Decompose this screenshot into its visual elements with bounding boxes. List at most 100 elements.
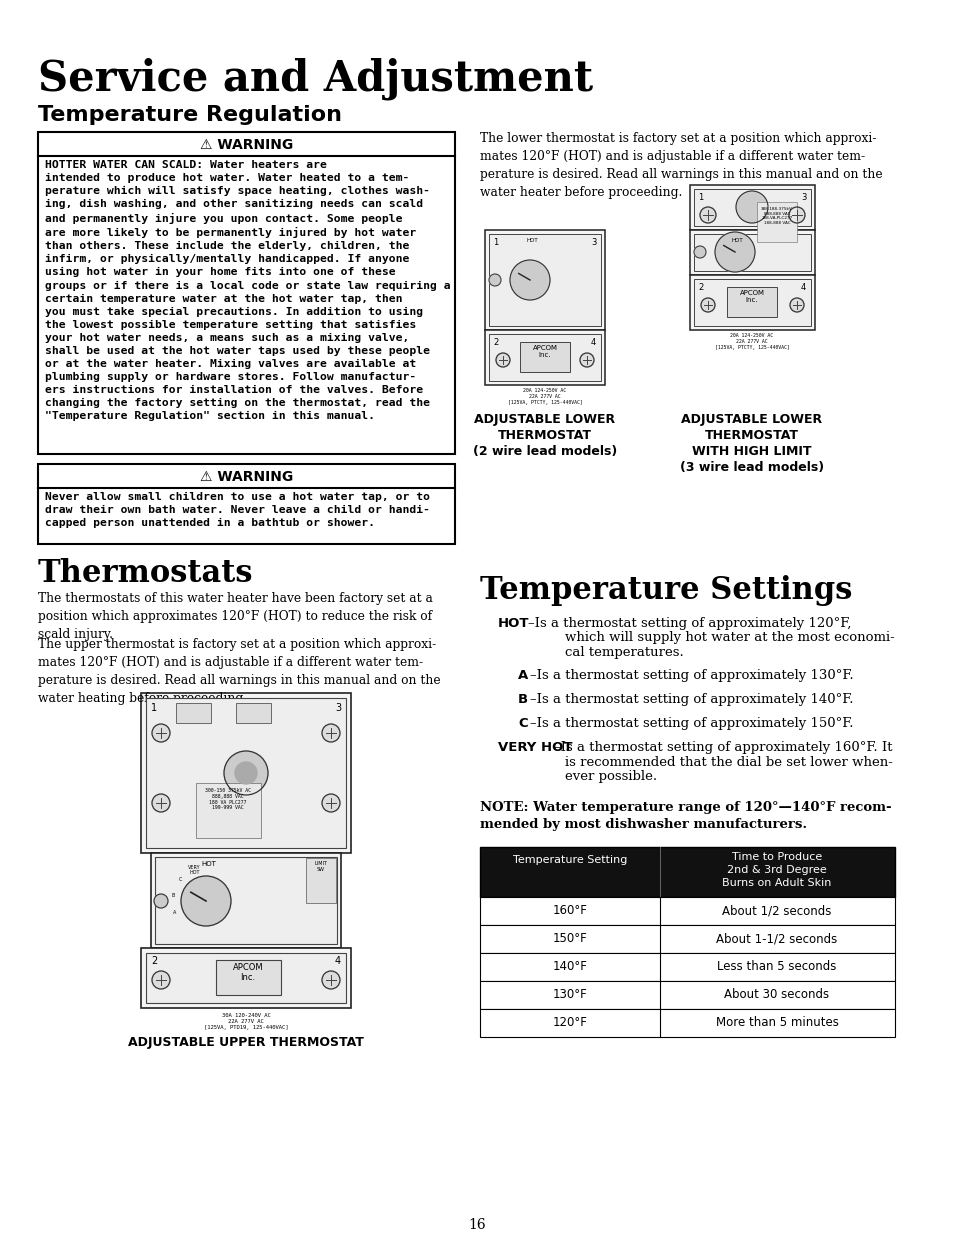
Bar — [689, 229, 814, 275]
Bar — [489, 334, 600, 381]
Text: 4: 4 — [590, 339, 596, 347]
Text: –Is a thermostat setting of approximately 120°F,: –Is a thermostat setting of approximatel… — [527, 618, 850, 630]
Text: 30A 120-240V AC
22A 277V AC
[125VA, PTD19, 125-440VAC]: 30A 120-240V AC 22A 277V AC [125VA, PTD1… — [204, 1013, 288, 1029]
Text: NOTE: Water temperature range of 120°—140°F recom-
mended by most dishwasher man: NOTE: Water temperature range of 120°—14… — [479, 801, 891, 831]
Text: LIMIT
SW: LIMIT SW — [314, 861, 327, 872]
Text: ⚠ WARNING: ⚠ WARNING — [200, 470, 293, 484]
Text: The lower thermostat is factory set at a position which approxi-
mates 120°F (HO: The lower thermostat is factory set at a… — [479, 131, 882, 198]
Text: 2: 2 — [698, 283, 702, 291]
Text: Service and Adjustment: Service and Adjustment — [38, 58, 593, 100]
Text: VERY
HOT: VERY HOT — [188, 864, 201, 875]
Text: –Is a thermostat setting of approximately 160°F. It: –Is a thermostat setting of approximatel… — [554, 742, 892, 754]
Bar — [479, 897, 894, 925]
Bar — [175, 703, 211, 723]
Text: cal temperatures.: cal temperatures. — [564, 646, 683, 658]
Circle shape — [152, 724, 170, 742]
Text: Time to Produce
2nd & 3rd Degree
Burns on Adult Skin: Time to Produce 2nd & 3rd Degree Burns o… — [721, 852, 831, 888]
Bar — [306, 858, 335, 903]
Text: ADJUSTABLE UPPER THERMOSTAT: ADJUSTABLE UPPER THERMOSTAT — [128, 1035, 363, 1049]
Text: which will supply hot water at the most economi-: which will supply hot water at the most … — [564, 631, 894, 645]
Bar — [146, 698, 346, 848]
Text: Never allow small children to use a hot water tap, or to
draw their own bath wat: Never allow small children to use a hot … — [45, 492, 430, 528]
Text: 20A 124-250V AC
22A 277V AC
[125VA, PTCTY, 125-440VAC]: 20A 124-250V AC 22A 277V AC [125VA, PTCT… — [507, 388, 581, 404]
Bar — [141, 949, 351, 1008]
Text: is recommended that the dial be set lower when-: is recommended that the dial be set lowe… — [564, 755, 892, 769]
Text: APCOM
Inc.: APCOM Inc. — [532, 345, 557, 358]
Text: The upper thermostat is factory set at a position which approxi-
mates 120°F (HO: The upper thermostat is factory set at a… — [38, 639, 440, 706]
Text: HOT: HOT — [526, 238, 538, 243]
Text: 150°F: 150°F — [552, 932, 587, 945]
Text: A: A — [517, 670, 528, 682]
Text: 160°F: 160°F — [552, 904, 587, 918]
Text: Less than 5 seconds: Less than 5 seconds — [717, 960, 836, 973]
Circle shape — [322, 794, 339, 812]
Text: Temperature Regulation: Temperature Regulation — [38, 105, 341, 125]
Bar — [235, 703, 271, 723]
Text: 130°F: 130°F — [552, 988, 587, 1001]
Bar — [154, 857, 336, 944]
Text: 3: 3 — [335, 703, 341, 713]
Circle shape — [153, 894, 168, 908]
Circle shape — [224, 751, 268, 795]
Bar — [215, 960, 281, 994]
Circle shape — [693, 246, 705, 258]
Circle shape — [234, 763, 256, 784]
Text: HOT: HOT — [731, 238, 742, 243]
Text: VERY HOT: VERY HOT — [497, 742, 572, 754]
Text: 388-188-375kV
888,888 VAC
188-VA,PLC277
188-888 VAC: 388-188-375kV 888,888 VAC 188-VA,PLC277 … — [760, 207, 792, 224]
Text: ADJUSTABLE LOWER
THERMOSTAT
(2 wire lead models): ADJUSTABLE LOWER THERMOSTAT (2 wire lead… — [473, 413, 617, 458]
Bar — [484, 229, 604, 330]
Text: –Is a thermostat setting of approximately 140°F.: –Is a thermostat setting of approximatel… — [530, 693, 853, 706]
Bar — [693, 188, 810, 226]
Circle shape — [789, 298, 803, 312]
Bar — [689, 185, 814, 229]
Text: 1: 1 — [151, 703, 157, 713]
Text: ever possible.: ever possible. — [564, 770, 657, 782]
Bar — [726, 286, 776, 317]
Text: 3: 3 — [801, 193, 805, 202]
Text: C: C — [517, 717, 527, 730]
Text: 1: 1 — [493, 238, 497, 247]
Circle shape — [714, 232, 754, 272]
Bar — [479, 847, 894, 897]
Text: C: C — [179, 877, 182, 883]
Text: HOT: HOT — [497, 618, 529, 630]
Text: Temperature Settings: Temperature Settings — [479, 575, 851, 606]
Circle shape — [510, 260, 550, 300]
Text: The thermostats of this water heater have been factory set at a
position which a: The thermostats of this water heater hav… — [38, 591, 433, 641]
Bar — [141, 693, 351, 853]
Text: B: B — [517, 693, 528, 706]
Text: 300-150 375kV AC
888,888 VAC
180 VA PLC277
199-999 VAC: 300-150 375kV AC 888,888 VAC 180 VA PLC2… — [205, 787, 251, 811]
Text: About 1-1/2 seconds: About 1-1/2 seconds — [716, 932, 837, 945]
Circle shape — [322, 971, 339, 990]
Text: 2: 2 — [493, 339, 497, 347]
Circle shape — [181, 875, 231, 926]
Bar — [479, 981, 894, 1009]
Bar — [519, 342, 569, 372]
Text: A: A — [173, 910, 176, 915]
Text: B: B — [172, 893, 175, 898]
Bar — [151, 853, 340, 949]
Bar — [693, 234, 810, 272]
Text: 120°F: 120°F — [552, 1016, 587, 1029]
Bar — [757, 202, 796, 242]
Text: Thermostats: Thermostats — [38, 558, 253, 589]
Circle shape — [496, 353, 510, 367]
Bar — [38, 464, 455, 544]
Bar — [689, 275, 814, 330]
Text: 4: 4 — [801, 283, 805, 291]
Text: 3: 3 — [590, 238, 596, 247]
Text: 2: 2 — [151, 956, 157, 966]
Text: APCOM
Inc.: APCOM Inc. — [233, 963, 263, 982]
Bar — [479, 1009, 894, 1037]
Text: APCOM
Inc.: APCOM Inc. — [739, 290, 763, 303]
Text: About 30 seconds: About 30 seconds — [723, 988, 829, 1001]
Text: 4: 4 — [335, 956, 341, 966]
Text: ADJUSTABLE LOWER
THERMOSTAT
WITH HIGH LIMIT
(3 wire lead models): ADJUSTABLE LOWER THERMOSTAT WITH HIGH LI… — [679, 413, 823, 474]
Circle shape — [788, 207, 804, 223]
Text: –Is a thermostat setting of approximately 150°F.: –Is a thermostat setting of approximatel… — [530, 717, 853, 730]
Text: HOTTER WATER CAN SCALD: Water heaters are
intended to produce hot water. Water h: HOTTER WATER CAN SCALD: Water heaters ar… — [45, 160, 450, 422]
Text: 20A 124-250V AC
22A 277V AC
[125VA, PTCTY, 125-440VAC]: 20A 124-250V AC 22A 277V AC [125VA, PTCT… — [714, 334, 788, 350]
Circle shape — [152, 794, 170, 812]
Bar — [479, 925, 894, 954]
